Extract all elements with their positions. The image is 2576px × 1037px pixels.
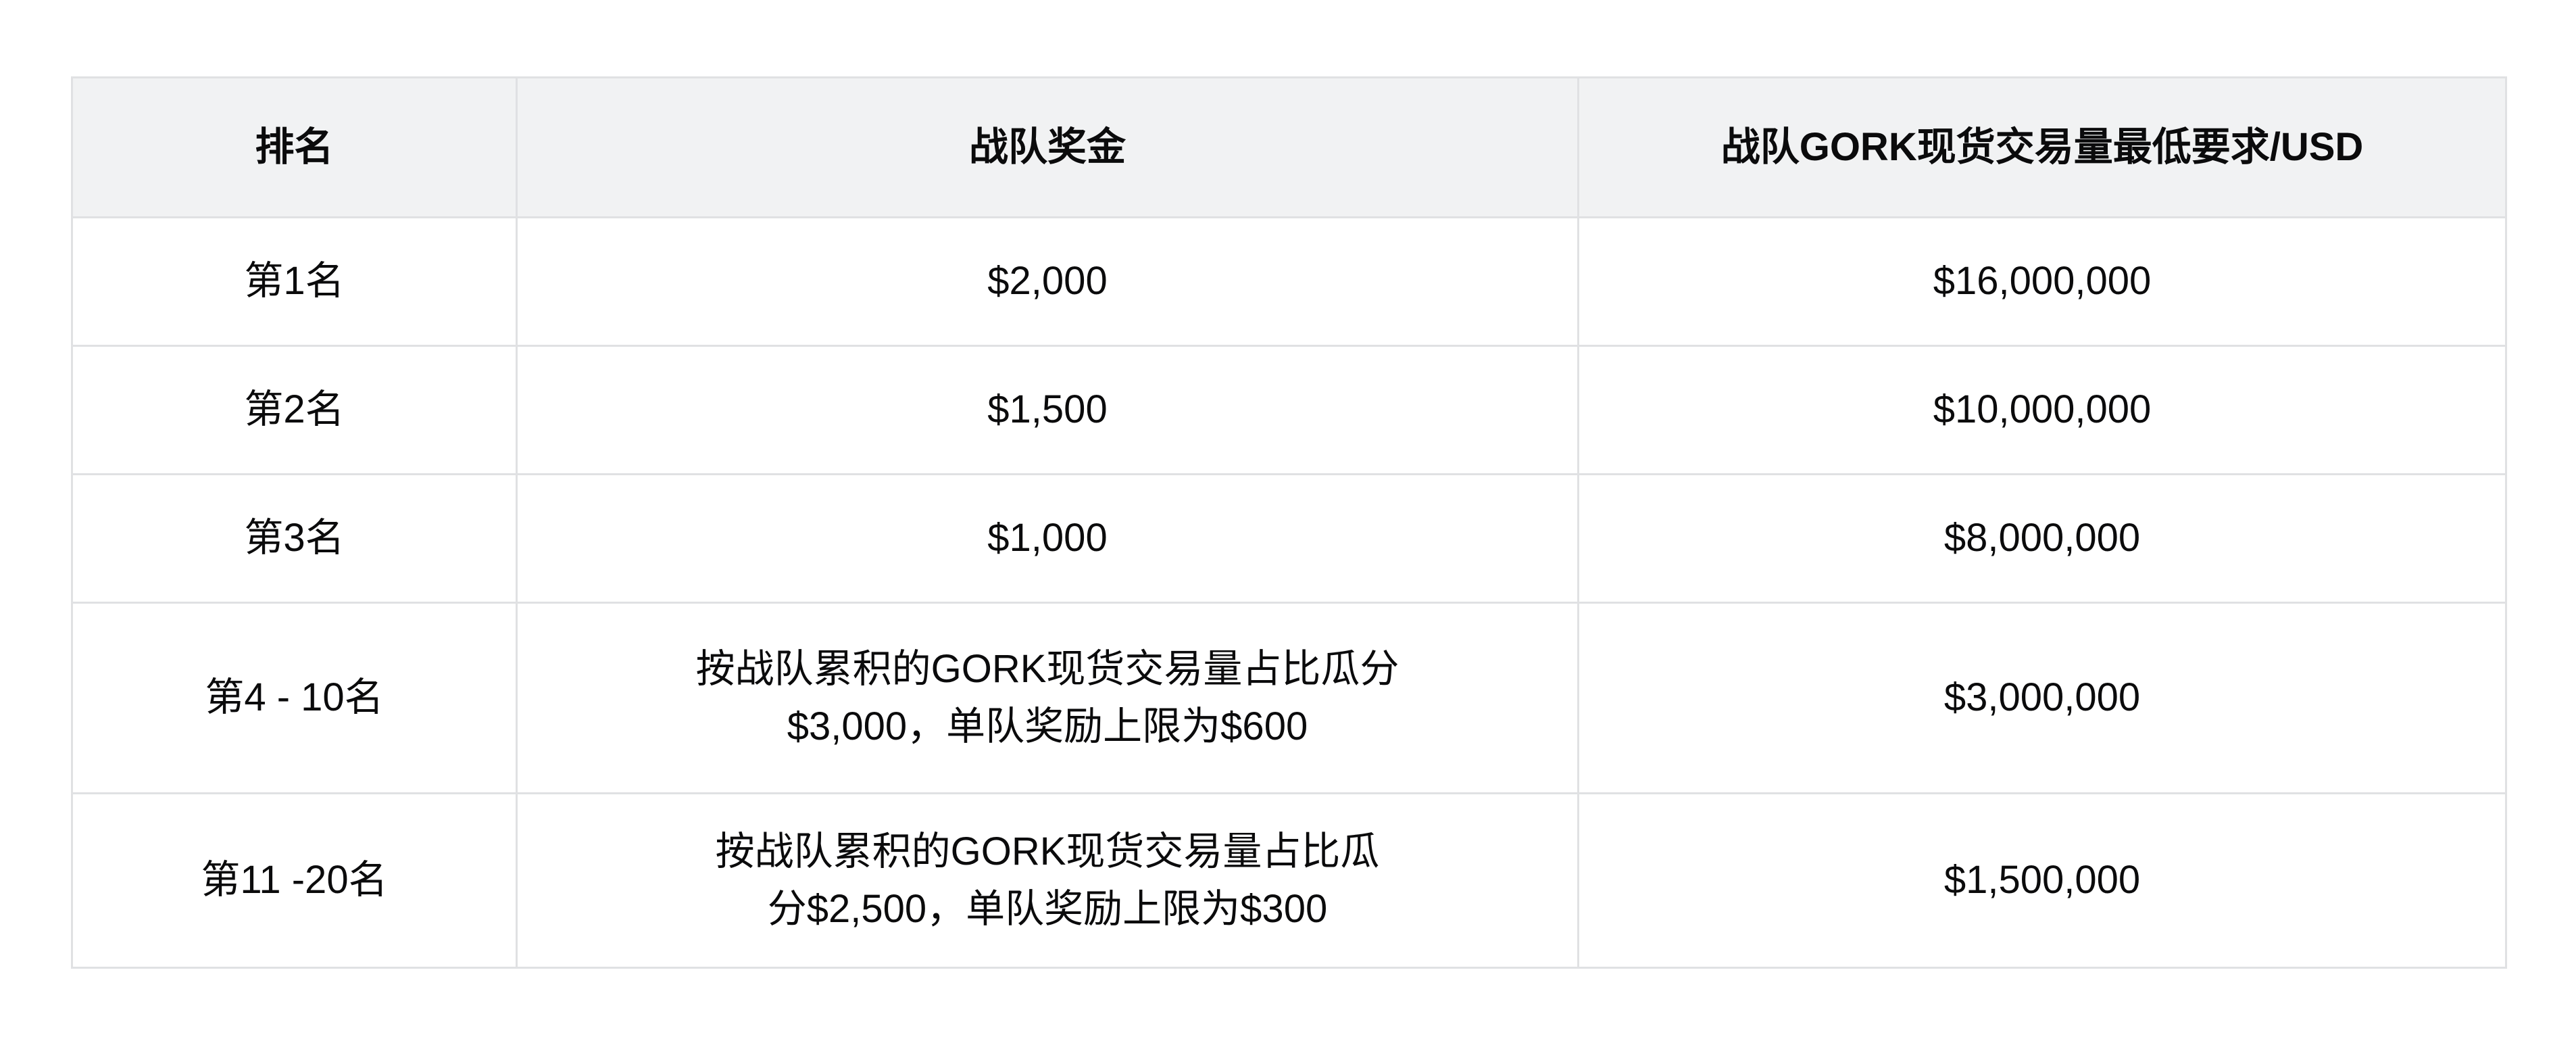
cell-volume: $3,000,000 — [1577, 602, 2507, 794]
cell-volume: $8,000,000 — [1577, 473, 2507, 604]
prize-table-container: 排名 战队奖金 战队GORK现货交易量最低要求/USD 第1名 $2,000 $… — [71, 76, 2507, 969]
cell-volume: $16,000,000 — [1577, 216, 2507, 347]
cell-rank: 第4 - 10名 — [71, 602, 518, 794]
cell-volume: $10,000,000 — [1577, 345, 2507, 475]
table-row: 第3名 $1,000 $8,000,000 — [71, 473, 2507, 604]
cell-rank: 第1名 — [71, 216, 518, 347]
cell-prize: 按战队累积的GORK现货交易量占比瓜分 $3,000，单队奖励上限为$600 — [516, 602, 1579, 794]
prize-table: 排名 战队奖金 战队GORK现货交易量最低要求/USD 第1名 $2,000 $… — [71, 76, 2507, 969]
cell-prize: $1,000 — [516, 473, 1579, 604]
cell-prize: 按战队累积的GORK现货交易量占比瓜 分$2,500，单队奖励上限为$300 — [516, 792, 1579, 969]
header-cell-prize: 战队奖金 — [516, 76, 1579, 218]
cell-prize: $2,000 — [516, 216, 1579, 347]
cell-rank: 第3名 — [71, 473, 518, 604]
cell-prize: $1,500 — [516, 345, 1579, 475]
cell-rank: 第2名 — [71, 345, 518, 475]
header-cell-volume: 战队GORK现货交易量最低要求/USD — [1577, 76, 2507, 218]
cell-volume: $1,500,000 — [1577, 792, 2507, 969]
header-cell-rank: 排名 — [71, 76, 518, 218]
table-row: 第1名 $2,000 $16,000,000 — [71, 216, 2507, 347]
header-row: 排名 战队奖金 战队GORK现货交易量最低要求/USD — [71, 76, 2507, 218]
table-row: 第11 -20名 按战队累积的GORK现货交易量占比瓜 分$2,500，单队奖励… — [71, 792, 2507, 969]
table-row: 第4 - 10名 按战队累积的GORK现货交易量占比瓜分 $3,000，单队奖励… — [71, 602, 2507, 794]
cell-rank: 第11 -20名 — [71, 792, 518, 969]
table-row: 第2名 $1,500 $10,000,000 — [71, 345, 2507, 475]
